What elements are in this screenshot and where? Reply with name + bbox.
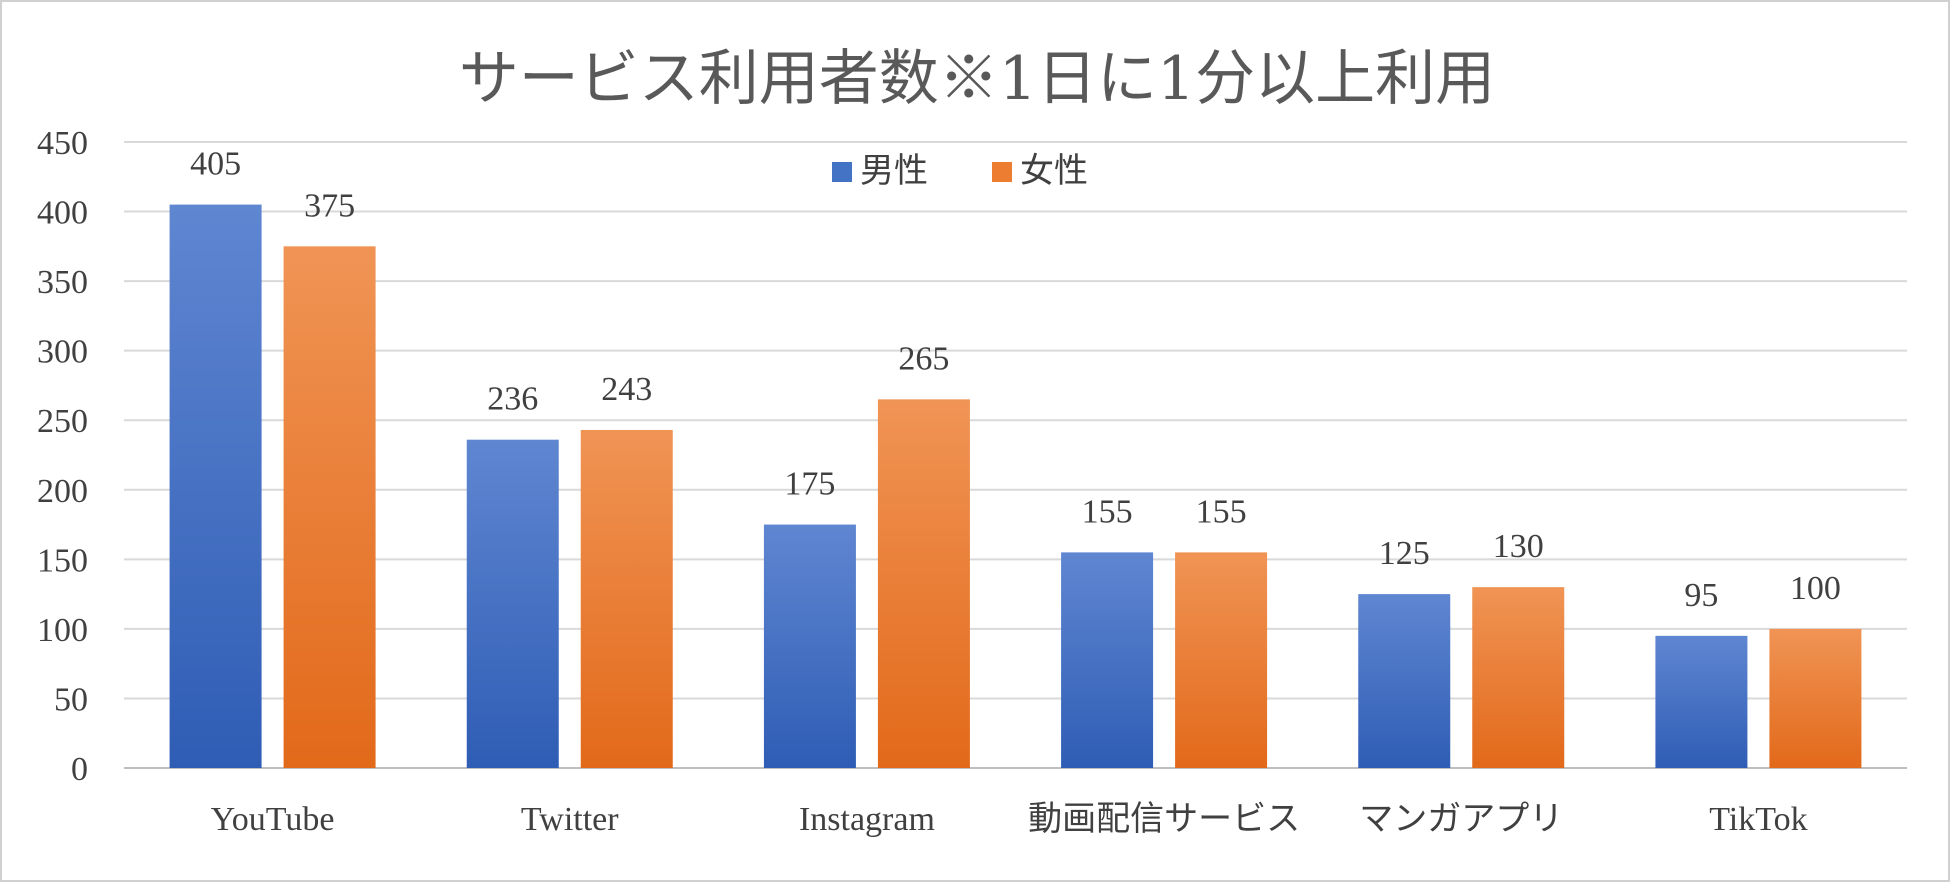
x-category-label: 動画配信サービス [1028, 800, 1300, 838]
y-tick-label: 450 [37, 125, 88, 162]
bar-female [283, 246, 376, 769]
bar-female [580, 429, 673, 768]
y-tick-label: 200 [37, 473, 88, 510]
bar-male [1358, 594, 1451, 768]
y-tick-label: 300 [37, 334, 88, 371]
legend: 男性 女性 [832, 151, 1088, 191]
x-category-label: Instagram [799, 801, 935, 838]
data-labels: 405 375 236 243 175 265 155 155 125 130 95 100 [190, 146, 1841, 614]
bar-female [1769, 628, 1862, 768]
bar-female [877, 399, 970, 768]
legend-label-female: 女性 [1020, 151, 1088, 191]
bar-male [1061, 552, 1154, 768]
y-tick-label: 150 [37, 542, 88, 579]
data-label: 125 [1379, 535, 1430, 572]
data-label: 243 [601, 371, 652, 408]
legend-label-male: 男性 [860, 151, 928, 191]
chart-title: サービス利用者数※1日に1分以上利用 [459, 44, 1495, 114]
bars [169, 204, 1862, 769]
data-label: 375 [304, 187, 355, 224]
bar-male [763, 524, 856, 768]
legend-swatch-female [992, 162, 1012, 182]
x-category-label: マンガアプリ [1359, 801, 1563, 838]
data-label: 130 [1493, 528, 1544, 565]
y-tick-label: 250 [37, 403, 88, 440]
x-category-label: TikTok [1709, 801, 1807, 838]
gridlines [124, 141, 1907, 769]
x-category-label: Twitter [521, 801, 619, 838]
bar-female [1175, 552, 1268, 768]
bar-female [1472, 587, 1565, 768]
data-label: 175 [784, 466, 835, 503]
bar-male [169, 204, 262, 769]
y-tick-label: 0 [71, 751, 88, 788]
data-label: 95 [1684, 577, 1718, 614]
data-label: 405 [190, 146, 241, 183]
y-axis-ticks: 0 50 100 150 200 250 300 350 400 450 [37, 125, 88, 788]
x-axis-categories: YouTube Twitter Instagram 動画配信サービス マンガアプリ Tik… [211, 800, 1808, 838]
y-tick-label: 350 [37, 264, 88, 301]
data-label: 236 [487, 381, 538, 418]
data-label: 100 [1790, 570, 1841, 607]
y-tick-label: 100 [37, 612, 88, 649]
legend-swatch-male [832, 162, 852, 182]
data-label: 155 [1196, 493, 1247, 530]
data-label: 265 [898, 340, 949, 377]
x-category-label: YouTube [211, 801, 335, 838]
data-label: 155 [1082, 493, 1133, 530]
bar-male [466, 439, 559, 768]
y-tick-label: 400 [37, 195, 88, 232]
y-tick-label: 50 [54, 681, 88, 718]
bar-male [1655, 635, 1748, 768]
